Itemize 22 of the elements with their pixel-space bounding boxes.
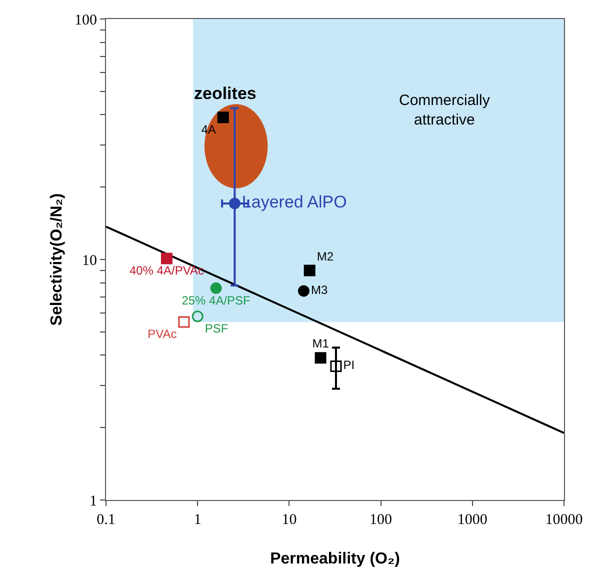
y-axis-title: Selectivity(O₂/N₂)	[48, 193, 66, 326]
annotation: zeolites	[194, 84, 256, 103]
annotation: Commercially attractive	[399, 92, 490, 128]
series-label: 25% 4A/PSF	[182, 293, 250, 308]
x-tick-label: 10	[282, 512, 297, 528]
series-label: M2	[316, 249, 334, 264]
series-label: 40% 4A/PVAc	[129, 264, 204, 278]
series-label: M1	[312, 336, 330, 351]
series-label: PI	[343, 358, 355, 372]
x-axis-title: Permeability (O₂)	[270, 550, 400, 568]
x-tick-label: 1000	[457, 512, 488, 528]
y-tick-label: 1	[90, 493, 97, 510]
x-tick-label: 1	[194, 512, 202, 528]
series-label: Layered AlPO	[242, 192, 347, 212]
series-label: M3	[310, 282, 328, 297]
series-label: PVAc	[148, 327, 177, 342]
x-tick-label: 10000	[545, 512, 583, 528]
x-tick-label: 0.1	[96, 512, 116, 528]
x-tick-label: 100	[370, 512, 392, 528]
series-label: PSF	[204, 322, 228, 336]
y-tick-label: 100	[74, 12, 97, 28]
y-tick-label: 10	[82, 252, 97, 269]
